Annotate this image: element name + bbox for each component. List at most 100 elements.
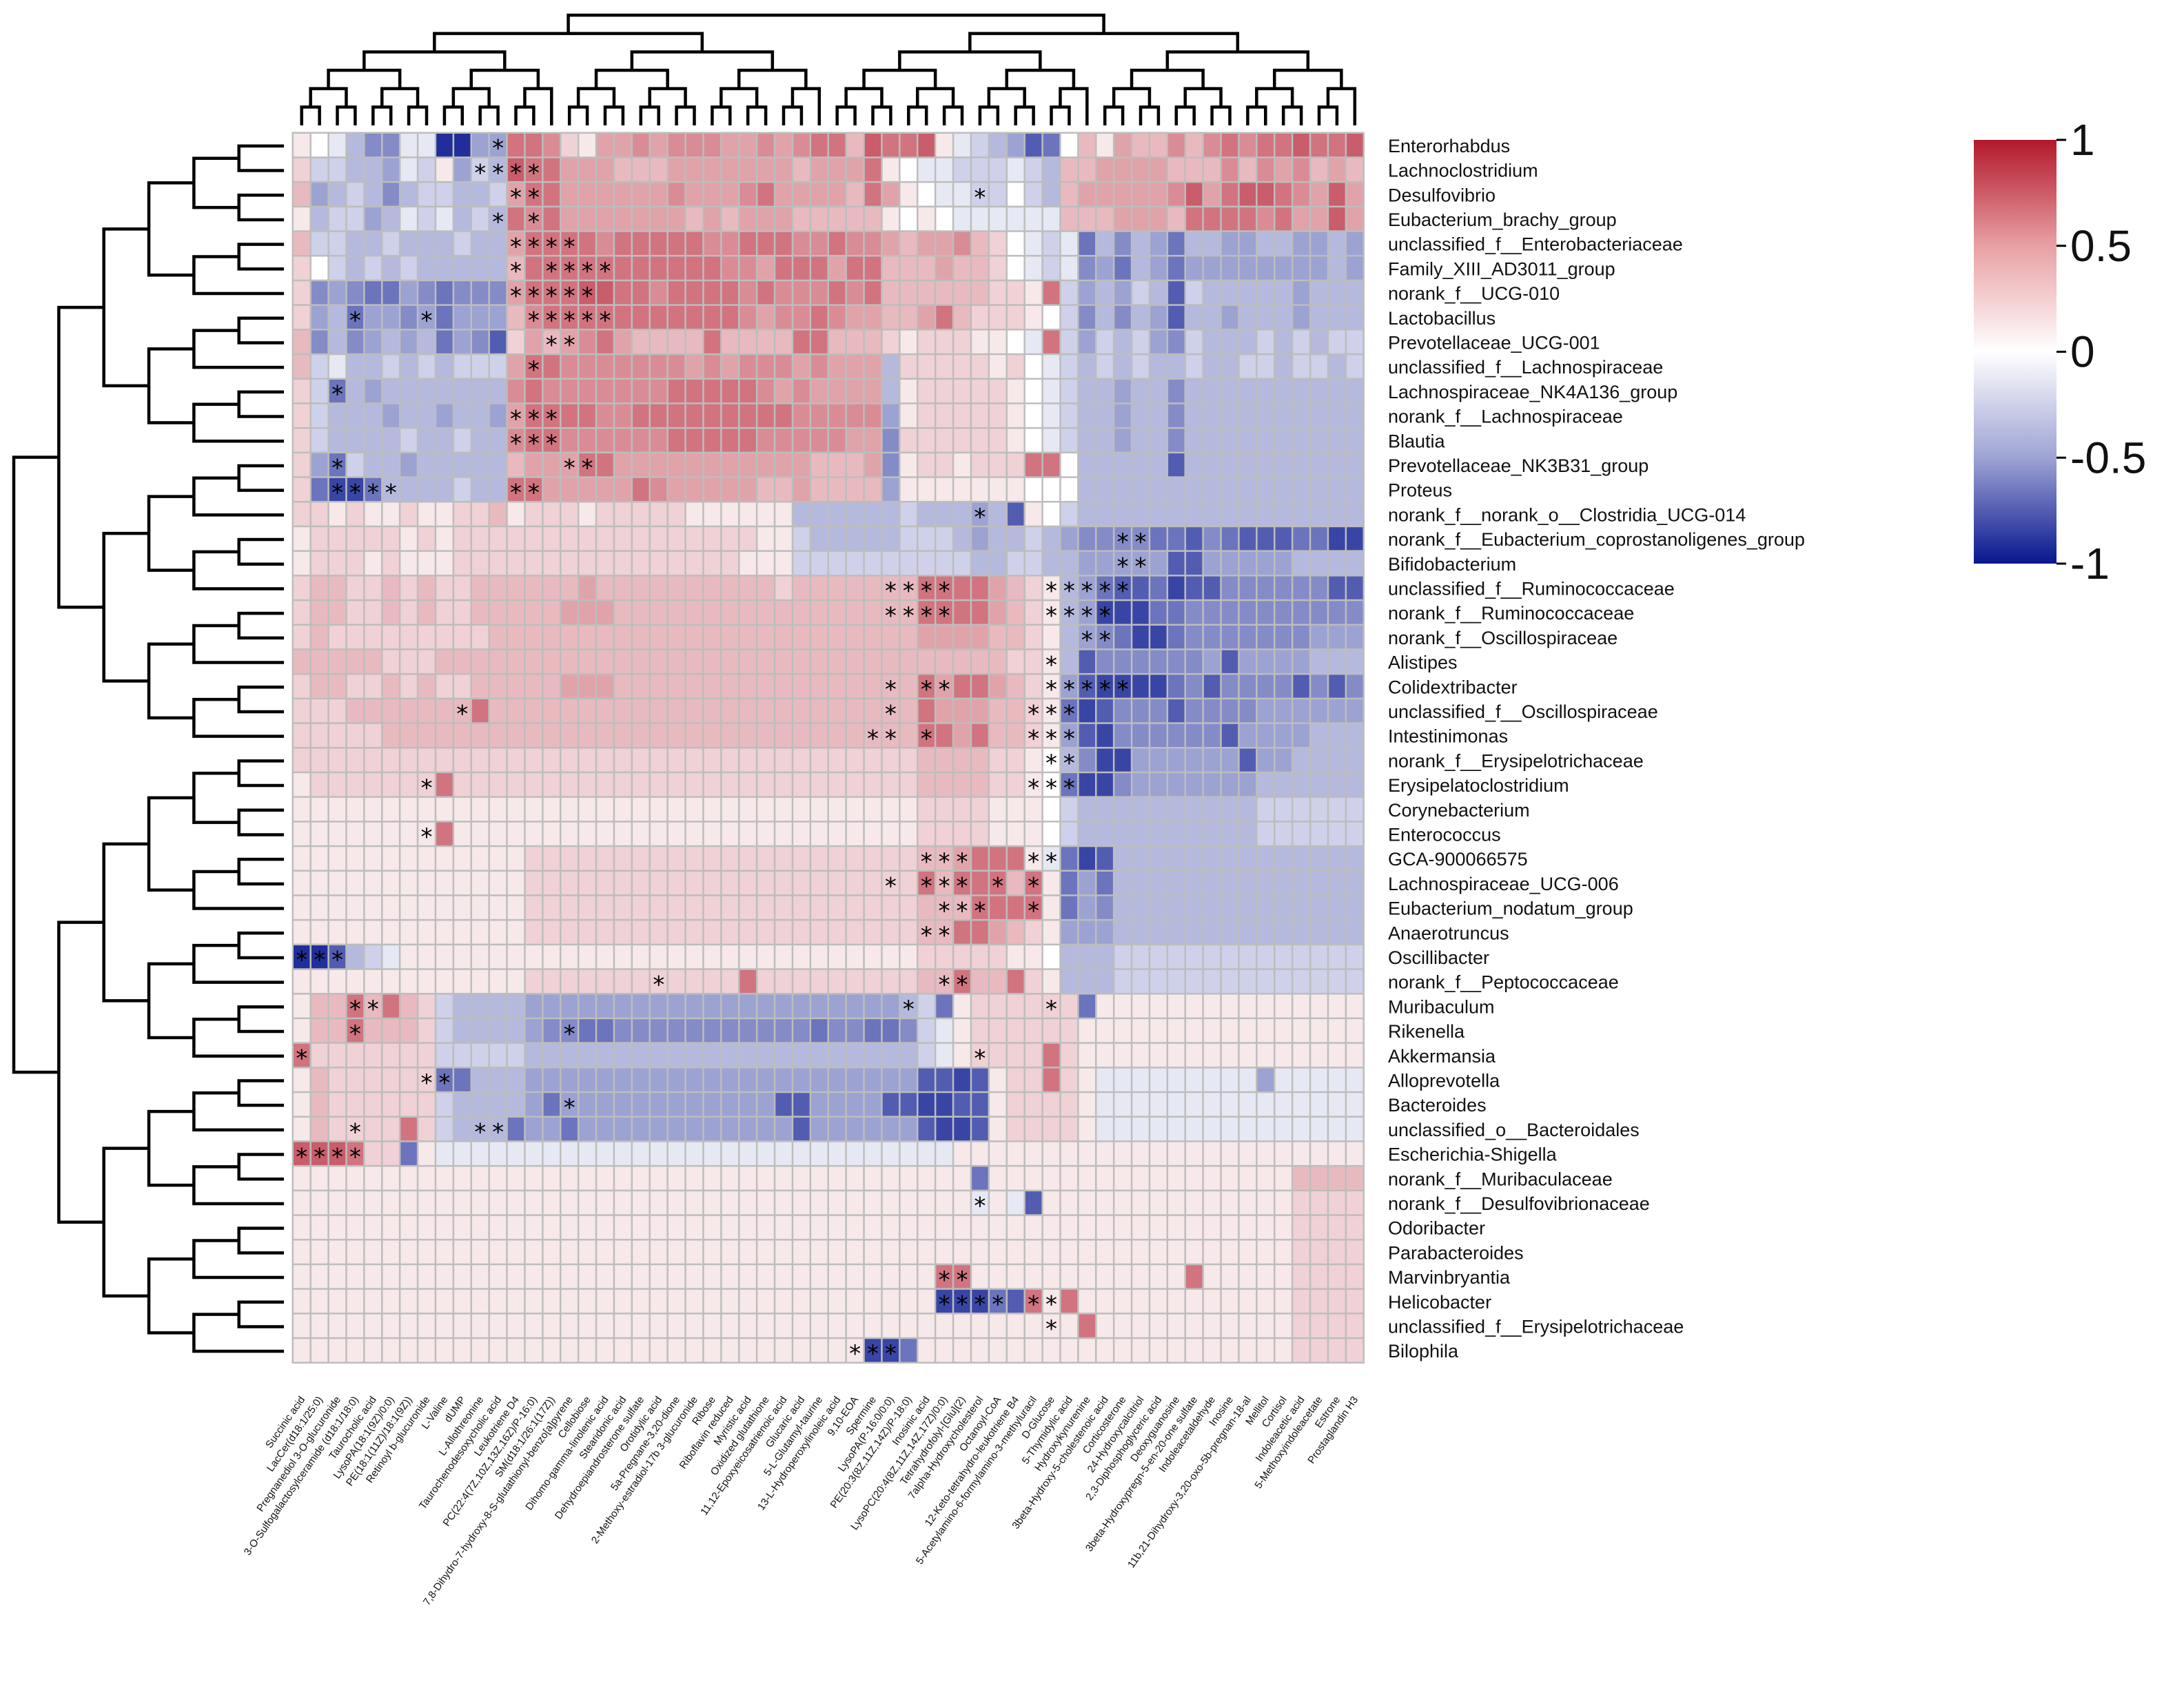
heatmap-cell [472,429,489,452]
heatmap-cell [722,281,738,305]
row-dendrogram-branch [237,686,284,714]
heatmap-cell [1168,502,1185,526]
heatmap-cell [990,1240,1006,1264]
heatmap-cell [507,896,524,919]
significance-star: * [546,233,558,260]
heatmap-cell [1239,1215,1256,1239]
heatmap-cell [597,896,613,919]
heatmap-cell [775,921,792,944]
heatmap-cell [1311,134,1327,157]
significance-star: * [349,1020,361,1048]
row-dendrogram-branch [12,455,59,1074]
heatmap-cell [382,330,399,353]
heatmap-cell [972,380,988,403]
heatmap-cell [418,822,435,845]
heatmap-cell [382,1167,399,1190]
heatmap-cell [1150,699,1167,723]
heatmap-cell [775,183,792,206]
heatmap-cell [811,748,828,772]
significance-star: * [1028,1291,1039,1319]
heatmap-cell [1239,576,1256,599]
heatmap-cell [472,1093,489,1116]
heatmap-cell [1008,1339,1024,1362]
heatmap-cell [365,1142,381,1165]
heatmap-cell [579,626,595,649]
heatmap-cell [668,1339,685,1362]
heatmap-cell [775,330,792,353]
heatmap-cell [1079,1043,1095,1067]
colorbar-tick-label: -0.5 [2070,433,2146,482]
heatmap-cell [561,650,578,673]
heatmap-cell [972,1289,988,1313]
heatmap-cell [1096,158,1113,181]
heatmap-cell [811,380,828,403]
heatmap-cell [882,650,899,673]
heatmap-cell [633,945,649,969]
heatmap-cell [525,847,542,870]
heatmap-cell [1132,748,1149,772]
heatmap-cell [507,502,524,526]
heatmap-cell [329,1118,346,1141]
heatmap-cell [651,994,667,1018]
heatmap-cell [329,1043,346,1067]
heatmap-cell [418,158,435,181]
column-dendrogram-branch [514,105,535,125]
heatmap-cell [1239,1068,1256,1091]
heatmap-cell [365,1314,381,1337]
heatmap-cell [990,699,1006,723]
heatmap-cell [1008,1043,1024,1067]
heatmap-cell [365,1215,381,1239]
row-label: Escherichia-Shigella [1388,1144,1558,1165]
heatmap-cell [882,626,899,649]
heatmap-cell [454,305,471,329]
heatmap-cell [972,1118,988,1141]
heatmap-cell [561,1339,578,1362]
heatmap-cell [365,1068,381,1091]
heatmap-cell [668,626,685,649]
heatmap-cell [1311,380,1327,403]
heatmap-cell [507,945,524,969]
heatmap-cell [1150,921,1167,944]
heatmap-cell [918,256,935,280]
heatmap-cell [597,453,613,477]
heatmap-cell [472,969,489,993]
heatmap-cell [1079,1240,1095,1264]
heatmap-cell [633,207,649,231]
heatmap-cell [489,281,507,305]
heatmap-cell [739,872,756,895]
heatmap-cell [1293,822,1309,845]
heatmap-cell [686,896,703,919]
heatmap-cell [1150,1240,1167,1264]
heatmap-cell [704,404,721,427]
heatmap-cell [1132,601,1149,624]
significance-star: * [1063,774,1075,802]
heatmap-cell [1061,921,1078,944]
heatmap-cell [472,1068,489,1091]
heatmap-cell [918,477,935,501]
heatmap-cell [347,256,364,280]
heatmap-cell [1221,453,1238,477]
heatmap-cell [1008,723,1024,747]
heatmap-cell [1203,232,1221,255]
heatmap-cell [846,969,864,993]
heatmap-cell [525,601,542,624]
heatmap-cell [525,502,542,526]
heatmap-cell [1329,675,1345,698]
heatmap-cell [1186,601,1203,624]
heatmap-cell [454,1142,471,1165]
heatmap-cell [1168,994,1185,1018]
heatmap-cell [1096,994,1113,1018]
heatmap-cell [704,1043,721,1067]
heatmap-cell [329,232,346,255]
heatmap-cell [329,134,346,157]
heatmap-cell [846,1167,864,1190]
heatmap-cell [525,675,542,698]
heatmap-cell [1257,773,1274,797]
heatmap-cell [668,822,685,845]
heatmap-cell [1239,477,1256,501]
heatmap-cell [990,1068,1006,1091]
heatmap-cell [633,1314,649,1337]
heatmap-cell [811,453,828,477]
heatmap-cell [436,1142,453,1165]
heatmap-cell [472,256,489,280]
